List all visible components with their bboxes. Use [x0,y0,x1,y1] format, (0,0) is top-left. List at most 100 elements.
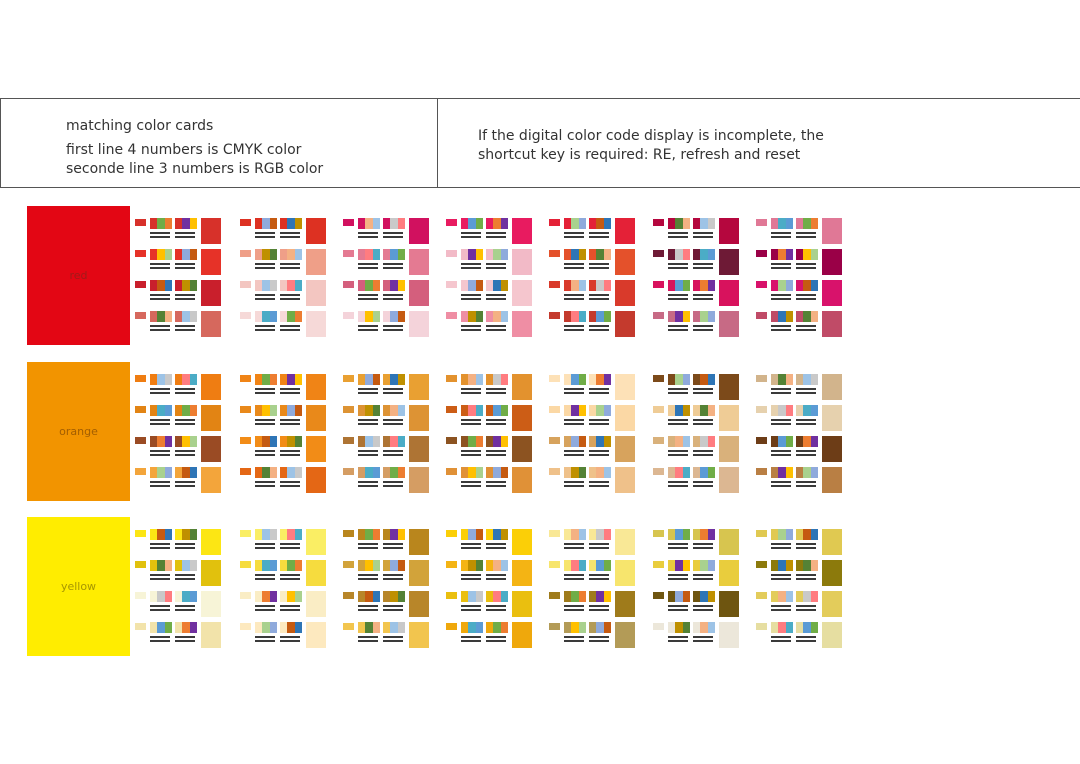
color-card-row [135,311,221,337]
color-code-text [486,450,506,452]
large-color-chip [512,529,532,555]
color-card-row [343,622,429,648]
mini-palette [796,280,818,291]
color-code-text [280,543,300,545]
color-chip [756,623,767,630]
color-code-text [175,481,195,483]
color-card-row [653,218,739,244]
color-chip [446,468,457,475]
color-code-text [564,388,584,390]
color-code-text [693,329,713,331]
color-code-text [358,423,378,425]
color-code-text [358,388,378,390]
large-color-chip [822,560,842,586]
color-chip [446,375,457,382]
mini-palette [589,311,611,322]
mini-palette [564,560,586,571]
color-code-text [771,543,791,545]
color-code-text [796,485,816,487]
large-color-chip [615,249,635,275]
color-chip [756,406,767,413]
mini-palette [150,467,172,478]
large-color-chip [719,405,739,431]
color-code-text [150,640,170,642]
color-chip [240,219,251,226]
color-code-text [255,423,275,425]
color-chip [343,437,354,444]
mini-palette [486,249,508,260]
color-code-text [358,574,378,576]
color-code-text [175,392,195,394]
mini-palette [668,436,690,447]
color-code-text [175,423,195,425]
color-card-row [446,436,532,462]
color-code-text [589,423,609,425]
color-code-text [280,423,300,425]
color-code-text [693,636,713,638]
color-card-row [240,311,326,337]
mini-palette [358,560,380,571]
mini-palette [796,591,818,602]
mini-palette [693,311,715,322]
color-chip [240,623,251,630]
color-code-text [175,232,195,234]
color-chip [549,250,560,257]
color-code-text [796,263,816,265]
mini-palette [150,405,172,416]
color-code-text [771,578,791,580]
color-code-text [771,232,791,234]
large-color-chip [512,249,532,275]
color-chip [343,250,354,257]
large-color-chip [822,280,842,306]
card-group-yellow-1 [135,529,221,648]
color-code-text [589,294,609,296]
color-code-text [486,329,506,331]
color-chip [756,561,767,568]
color-code-text [668,263,688,265]
color-code-text [358,450,378,452]
color-code-text [358,485,378,487]
color-code-text [150,578,170,580]
color-code-text [693,419,713,421]
color-code-text [668,267,688,269]
color-code-text [589,325,609,327]
color-card-row [343,467,429,493]
large-color-chip [512,560,532,586]
color-code-text [461,267,481,269]
color-code-text [255,267,275,269]
color-code-text [461,547,481,549]
color-card-row [240,374,326,400]
color-code-text [564,481,584,483]
color-code-text [280,485,300,487]
large-color-chip [306,622,326,648]
color-code-text [693,298,713,300]
color-code-text [486,481,506,483]
color-code-text [255,298,275,300]
large-color-chip [719,280,739,306]
mini-palette [486,622,508,633]
color-card-row [135,280,221,306]
color-card-row [653,405,739,431]
large-color-chip [615,467,635,493]
color-code-text [383,263,403,265]
color-code-text [486,543,506,545]
mini-palette [150,374,172,385]
color-code-text [175,325,195,327]
color-code-text [693,547,713,549]
color-code-text [668,325,688,327]
color-code-text [796,294,816,296]
mini-palette [693,529,715,540]
mini-palette [668,529,690,540]
color-card-row [446,280,532,306]
color-code-text [693,481,713,483]
color-code-text [564,236,584,238]
large-color-chip [306,529,326,555]
color-chip [756,468,767,475]
mini-palette [461,591,483,602]
color-code-text [280,392,300,394]
color-code-text [150,325,170,327]
large-color-chip [306,374,326,400]
mini-palette [461,374,483,385]
color-card-row [343,218,429,244]
color-code-text [668,605,688,607]
